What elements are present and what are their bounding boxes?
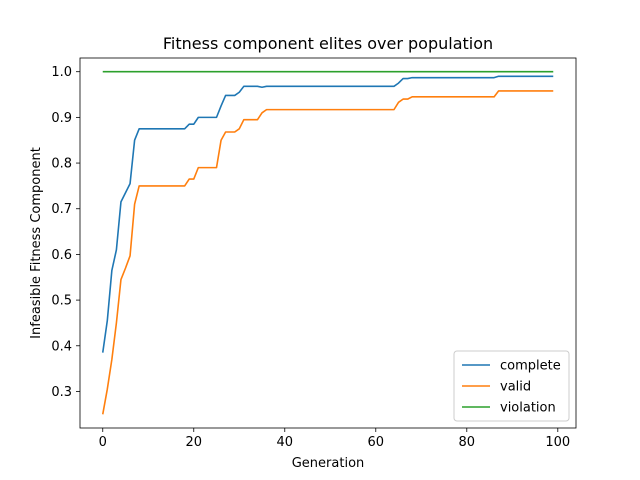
- y-axis-ticks: 0.3 0.4 0.5 0.6 0.7 0.8 0.9 1.0: [51, 65, 80, 400]
- series-line-complete: [101, 75, 554, 353]
- legend-label-valid: valid: [500, 380, 531, 395]
- legend-label-complete: complete: [500, 359, 561, 374]
- y-axis-label: Infeasible Fitness Component: [29, 147, 44, 339]
- x-tick-label: 100: [545, 435, 570, 450]
- plot-lines: [101, 70, 554, 415]
- x-axis-label: Generation: [292, 456, 365, 471]
- y-tick-label: 1.0: [51, 65, 72, 80]
- y-tick-label: 0.9: [51, 111, 72, 126]
- legend-box: [453, 350, 570, 422]
- x-tick-label: 0: [99, 435, 107, 450]
- y-tick-label: 0.8: [51, 157, 72, 172]
- x-tick-label: 80: [459, 435, 476, 450]
- x-tick-label: 60: [368, 435, 385, 450]
- plot-area-frame: [79, 57, 577, 429]
- x-axis-ticks: 0 20 40 60 80 100: [99, 428, 570, 450]
- legend: complete valid violation: [453, 350, 570, 422]
- x-tick-label: 20: [185, 435, 202, 450]
- y-tick-label: 0.5: [51, 294, 72, 309]
- y-tick-label: 0.4: [51, 339, 72, 354]
- legend-label-violation: violation: [500, 401, 556, 416]
- chart-title: Fitness component elites over population: [163, 34, 493, 53]
- x-tick-label: 40: [276, 435, 293, 450]
- y-tick-label: 0.7: [51, 202, 72, 217]
- y-tick-label: 0.3: [51, 385, 72, 400]
- series-line-valid: [101, 90, 554, 415]
- y-tick-label: 0.6: [51, 248, 72, 263]
